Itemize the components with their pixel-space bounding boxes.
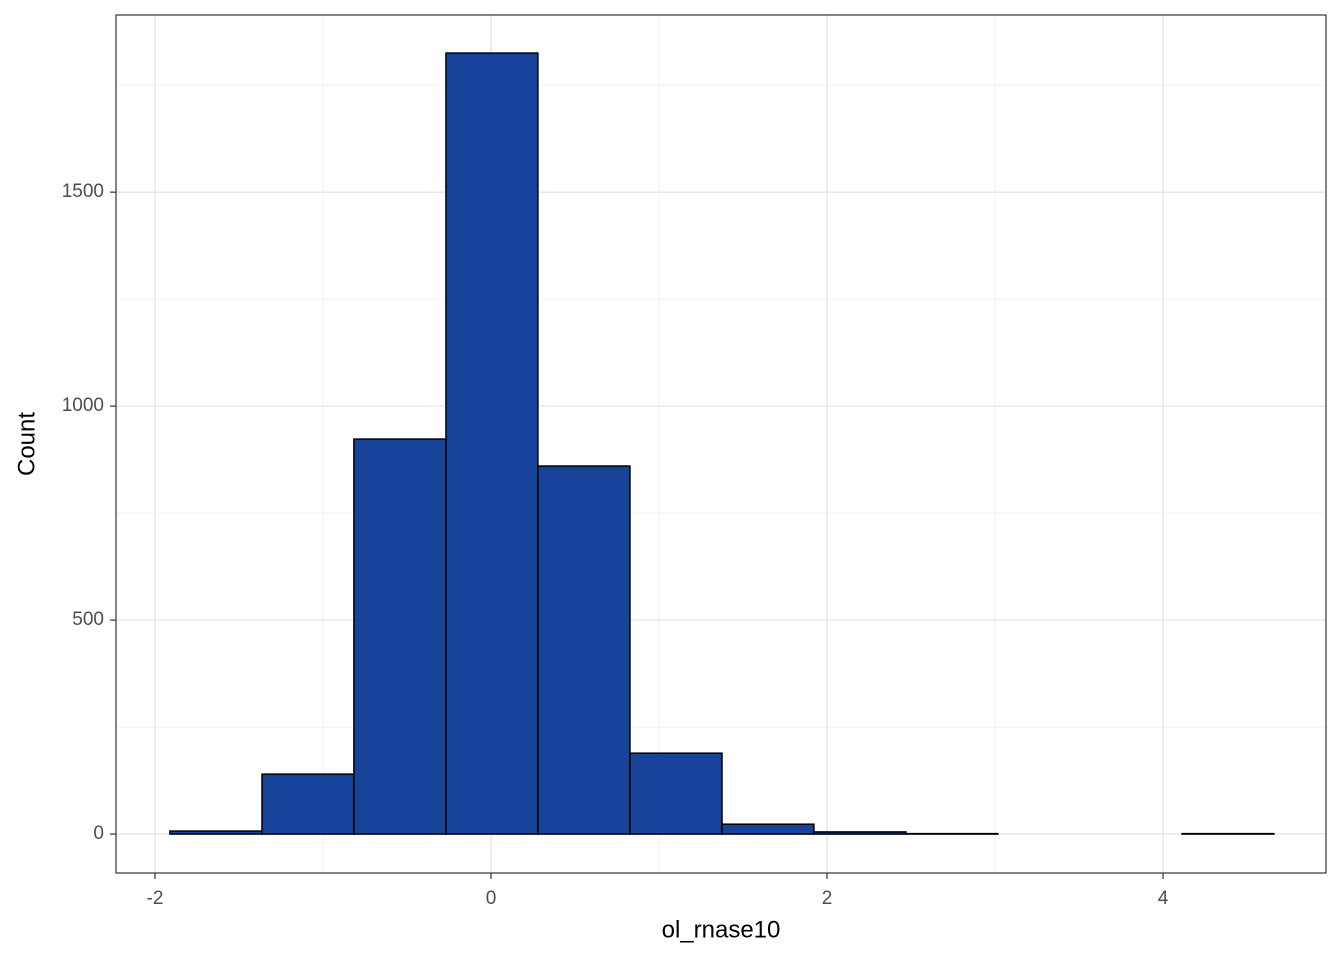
bar [629, 752, 723, 835]
y-tick-label: 500 [72, 609, 104, 630]
bars [169, 52, 1275, 835]
y-tick-label: 0 [93, 823, 104, 844]
y-tick-label: 1500 [62, 181, 104, 202]
bar [721, 823, 815, 835]
x-tick-label: 4 [1158, 888, 1169, 909]
x-tick-label: 2 [822, 888, 833, 909]
bar [537, 465, 631, 835]
y-tick-label: 1000 [62, 395, 104, 416]
bar [169, 830, 263, 835]
bar [445, 52, 539, 835]
bar [813, 831, 907, 835]
bar [261, 773, 355, 835]
y-axis-title: Count [13, 412, 40, 476]
x-tick-label: -2 [147, 888, 164, 909]
x-tick-label: 0 [486, 888, 497, 909]
bar [353, 438, 447, 835]
panel-border [115, 14, 1327, 874]
x-axis-title: ol_rnase10 [662, 916, 781, 943]
axes: -2 0 2 4 0 500 1000 1500 [62, 181, 1169, 909]
